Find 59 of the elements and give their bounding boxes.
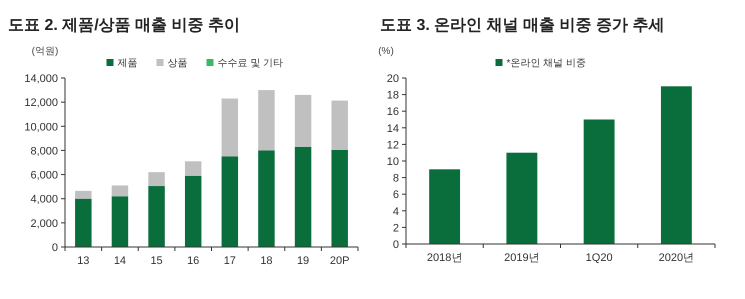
- bar: [294, 146, 312, 247]
- bar: [331, 100, 348, 150]
- chart-title: 도표 3. 온라인 채널 매출 비중 증가 추세: [380, 17, 664, 34]
- bar: [429, 169, 460, 244]
- x-tick-label: 2019년: [504, 252, 540, 264]
- bar: [331, 150, 348, 247]
- y-tick-label: 12,000: [24, 97, 58, 110]
- chart-title: 도표 2. 제품/상품 매출 비중 추이: [8, 17, 240, 34]
- bar: [222, 98, 238, 156]
- y-tick-label: 10: [386, 156, 399, 168]
- y-tick-label: 6,000: [30, 170, 58, 182]
- y-tick-label: 18: [386, 90, 399, 102]
- y-tick-label: 12: [386, 139, 399, 152]
- y-tick-label: 8: [392, 172, 399, 185]
- x-tick-label: 13: [77, 255, 90, 267]
- x-tick-label: 2018년: [426, 252, 462, 264]
- y-tick-label: 14,000: [24, 73, 58, 85]
- y-tick-label: 8,000: [30, 145, 58, 158]
- legend-label: 상품: [168, 58, 188, 69]
- bar: [660, 86, 692, 244]
- x-tick-label: 19: [296, 255, 310, 267]
- y-tick-label: 4,000: [30, 194, 58, 206]
- y-tick-label: 2,000: [30, 218, 58, 230]
- y-tick-label: 2: [392, 222, 399, 234]
- bar: [294, 94, 312, 147]
- x-tick-label: 2020년: [658, 252, 694, 264]
- y-tick-label: 14: [386, 122, 399, 135]
- bar: [148, 186, 165, 247]
- x-tick-label: 20P: [330, 255, 350, 267]
- y-tick-label: 4: [392, 206, 399, 218]
- y-tick-label: 0: [52, 242, 58, 254]
- bar: [75, 190, 92, 199]
- y-tick-label: 16: [386, 106, 399, 118]
- legend-label: 제품: [118, 58, 138, 69]
- bar: [148, 172, 165, 186]
- y-axis-title: (%): [378, 46, 394, 57]
- bar: [584, 120, 615, 244]
- x-tick-label: 16: [187, 255, 200, 267]
- bar: [222, 156, 238, 247]
- y-tick-label: 10,000: [24, 121, 58, 134]
- legend-label: 수수료 및 기타: [218, 58, 284, 69]
- bar: [506, 152, 538, 244]
- y-axis-title: (억원): [32, 46, 58, 57]
- y-tick-label: 6: [392, 189, 399, 202]
- y-tick-label: 0: [392, 239, 399, 251]
- x-tick-label: 15: [150, 255, 163, 267]
- bar: [184, 176, 202, 247]
- bar: [184, 161, 202, 176]
- bar: [75, 198, 92, 247]
- x-tick-label: 1Q20: [586, 252, 613, 264]
- legend-label: *온라인 채널 비중: [506, 58, 586, 69]
- bar: [258, 150, 275, 247]
- x-tick-label: 14: [114, 255, 126, 267]
- x-tick-label: 17: [224, 255, 236, 267]
- bar: [258, 90, 275, 150]
- y-tick-label: 20: [386, 73, 399, 85]
- bar: [112, 185, 128, 196]
- bar: [112, 196, 128, 247]
- x-tick-label: 18: [260, 255, 273, 267]
